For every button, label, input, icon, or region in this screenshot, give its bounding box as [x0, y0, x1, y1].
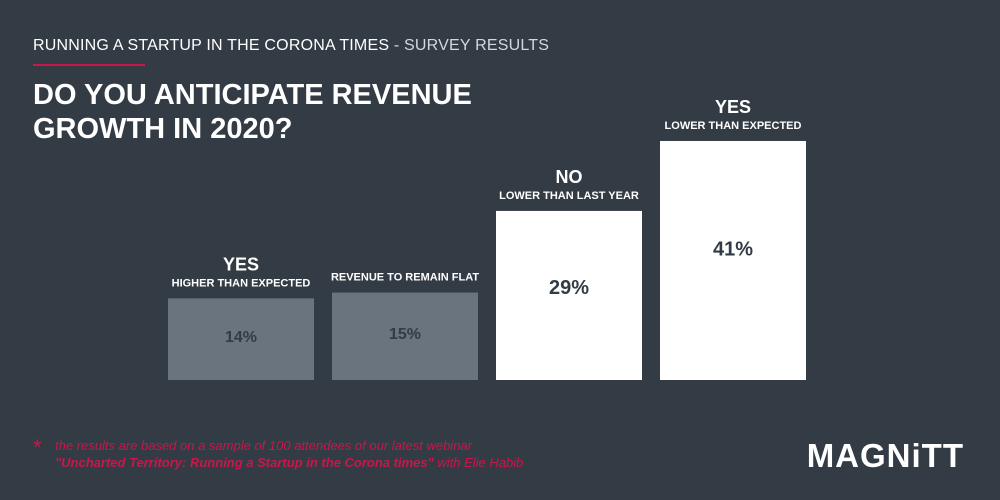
- header-separator: -: [389, 37, 405, 54]
- bar-sub-label-1: HIGHER THAN EXPECTED: [172, 277, 311, 289]
- bar-2: [332, 292, 478, 380]
- webinar-title: "Uncharted Territory: Running a Startup …: [55, 455, 434, 470]
- question-title: DO YOU ANTICIPATE REVENUE GROWTH IN 2020…: [33, 79, 472, 145]
- footnote: * the results are based on a sample of 1…: [33, 437, 523, 471]
- bar-sub-label-4: LOWER THAN EXPECTED: [665, 120, 802, 132]
- bar-main-label-1: YES: [223, 254, 259, 274]
- bar-value-label-3: 29%: [549, 277, 589, 299]
- bar-4: [660, 140, 806, 380]
- bar-value-label-4: 41%: [713, 239, 753, 261]
- footnote-line-1: the results are based on a sample of 100…: [55, 438, 472, 453]
- bar-value-label-1: 14%: [225, 329, 257, 346]
- bar-sub-label-3: LOWER THAN LAST YEAR: [499, 190, 639, 202]
- survey-header: RUNNING A STARTUP IN THE CORONA TIMES - …: [33, 37, 549, 55]
- asterisk-icon: *: [33, 435, 42, 460]
- bar-3: [496, 210, 642, 380]
- magnitt-logo: MAGNiTT: [806, 437, 964, 474]
- webinar-host: with Elie Habib: [433, 455, 524, 470]
- bar-main-label-3: NO: [556, 167, 583, 187]
- bar-value-label-2: 15%: [389, 326, 421, 343]
- bar-1: [168, 298, 314, 380]
- accent-divider: [33, 64, 145, 66]
- bar-sub-label-2: REVENUE TO REMAIN FLAT: [331, 272, 479, 284]
- footnote-line-2: "Uncharted Territory: Running a Startup …: [55, 454, 523, 471]
- survey-subtitle: SURVEY RESULTS: [404, 37, 550, 54]
- bar-main-label-4: YES: [715, 97, 751, 117]
- survey-title: RUNNING A STARTUP IN THE CORONA TIMES: [33, 37, 390, 54]
